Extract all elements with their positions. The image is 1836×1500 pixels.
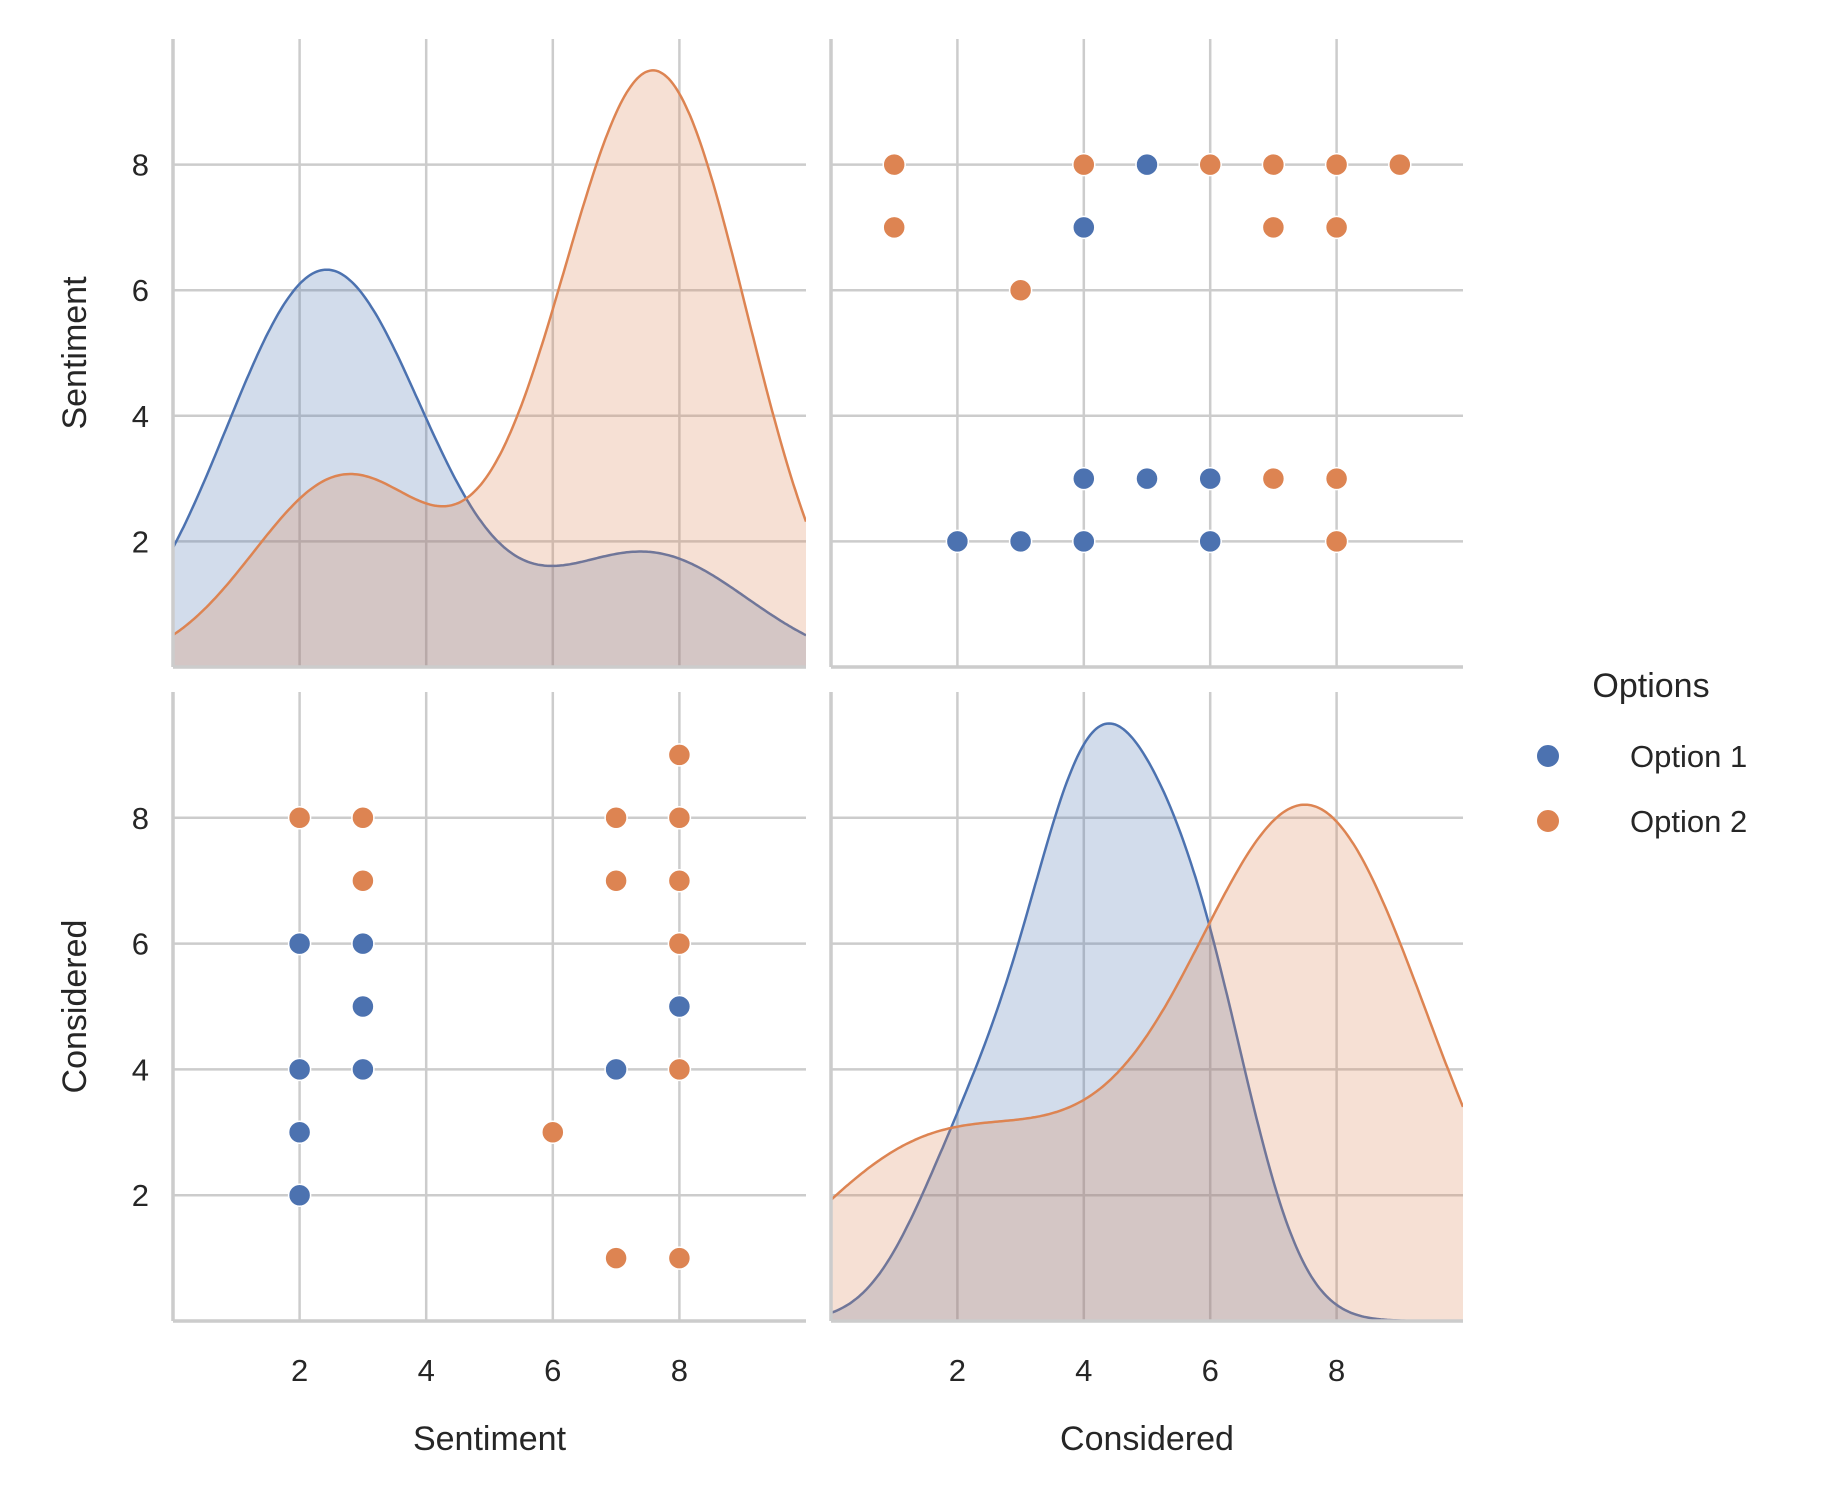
scatter-point-option-2 [604,1246,628,1270]
x-axis-label-considered: Considered [1060,1420,1234,1458]
scatter-point-option-1 [287,1057,312,1082]
scatter-point-option-2 [351,806,375,830]
scatter-point-option-2 [1261,152,1286,177]
kde-fill-option-1 [173,269,806,667]
scatter-point-option-2 [1008,278,1033,302]
y-tick-label: 8 [132,148,149,183]
kde-line-option-1 [173,268,806,637]
kde-line-option-2 [831,803,1463,1201]
scatter-point-option-1 [351,994,375,1019]
scatter-point-option-1 [351,1057,375,1082]
x-axis-label-sentiment: Sentiment [413,1420,567,1458]
x-tick-label: 8 [671,1353,688,1388]
scatter-point-option-2 [882,215,906,240]
y-tick-label: 2 [132,524,149,559]
scatter-point-option-1 [1008,529,1033,554]
scatter-point-option-2 [1324,466,1349,491]
panel-sentiment-vs-sentiment [171,39,806,669]
kde-line-option-1 [831,722,1463,1321]
y-axis-label-considered: Considered [56,920,94,1094]
legend-label-option-1: Option 1 [1630,739,1747,774]
scatter-point-option-2 [604,806,628,830]
scatter-point-option-2 [1324,152,1349,177]
kde-fill-option-2 [173,70,806,667]
scatter-point-option-1 [667,994,692,1019]
y-tick-label: 6 [132,273,149,308]
panel-considered-vs-considered [829,692,1463,1323]
x-tick-label: 8 [1328,1353,1345,1388]
scatter-point-option-1 [351,931,375,956]
scatter-point-option-2 [667,806,692,830]
scatter-point-option-1 [604,1057,628,1082]
legend-marker-option-1 [1535,743,1561,769]
panel-considered-vs-sentiment [171,692,806,1323]
scatter-point-option-2 [667,1246,692,1270]
x-tick-label: 4 [1075,1353,1092,1388]
kde-fill-option-1 [831,723,1463,1321]
scatter-point-option-2 [1198,152,1222,177]
x-tick-label: 4 [418,1353,435,1388]
kde-line-option-2 [173,69,806,637]
scatter-point-option-2 [667,1057,692,1082]
y-axis-label-sentiment: Sentiment [56,276,94,430]
x-tick-label: 6 [1202,1353,1219,1388]
scatter-point-option-1 [1072,529,1096,554]
scatter-point-option-2 [541,1120,565,1145]
scatter-point-option-2 [1388,152,1412,177]
scatter-point-option-2 [287,806,312,830]
x-tick-label: 6 [544,1353,561,1388]
legend-title: Options [1592,667,1709,705]
scatter-point-option-1 [1072,466,1096,491]
scatter-point-option-2 [1072,152,1096,177]
scatter-point-option-1 [1072,215,1096,240]
scatter-point-option-1 [1198,529,1222,554]
scatter-point-option-2 [1324,529,1349,554]
scatter-point-option-2 [1261,466,1286,491]
scatter-point-option-2 [882,152,906,177]
scatter-point-option-1 [945,529,970,554]
scatter-point-option-1 [287,1120,312,1145]
scatter-point-option-1 [1135,152,1159,177]
legend-marker-option-2 [1535,808,1561,834]
scatter-point-option-2 [1261,215,1286,240]
scatter-point-option-2 [667,868,692,893]
legend: Options Option 1 Option 2 [1535,667,1747,839]
y-tick-label: 4 [132,399,149,434]
legend-label-option-2: Option 2 [1630,804,1747,839]
kde-fill-option-2 [831,804,1463,1321]
scatter-point-option-1 [287,1183,312,1207]
scatter-point-option-1 [1198,466,1222,491]
scatter-point-option-2 [604,868,628,893]
y-tick-label: 4 [132,1052,149,1087]
scatter-point-option-2 [667,931,692,956]
scatter-point-option-2 [351,868,375,893]
scatter-point-option-1 [287,931,312,956]
scatter-point-option-1 [1135,466,1159,491]
panel-sentiment-vs-considered [829,39,1463,669]
x-tick-label: 2 [949,1353,966,1388]
scatter-point-option-2 [667,743,692,767]
y-tick-label: 2 [132,1178,149,1213]
x-tick-label: 2 [291,1353,308,1388]
y-tick-label: 6 [132,927,149,962]
y-tick-label: 8 [132,801,149,836]
scatter-point-option-2 [1324,215,1349,240]
